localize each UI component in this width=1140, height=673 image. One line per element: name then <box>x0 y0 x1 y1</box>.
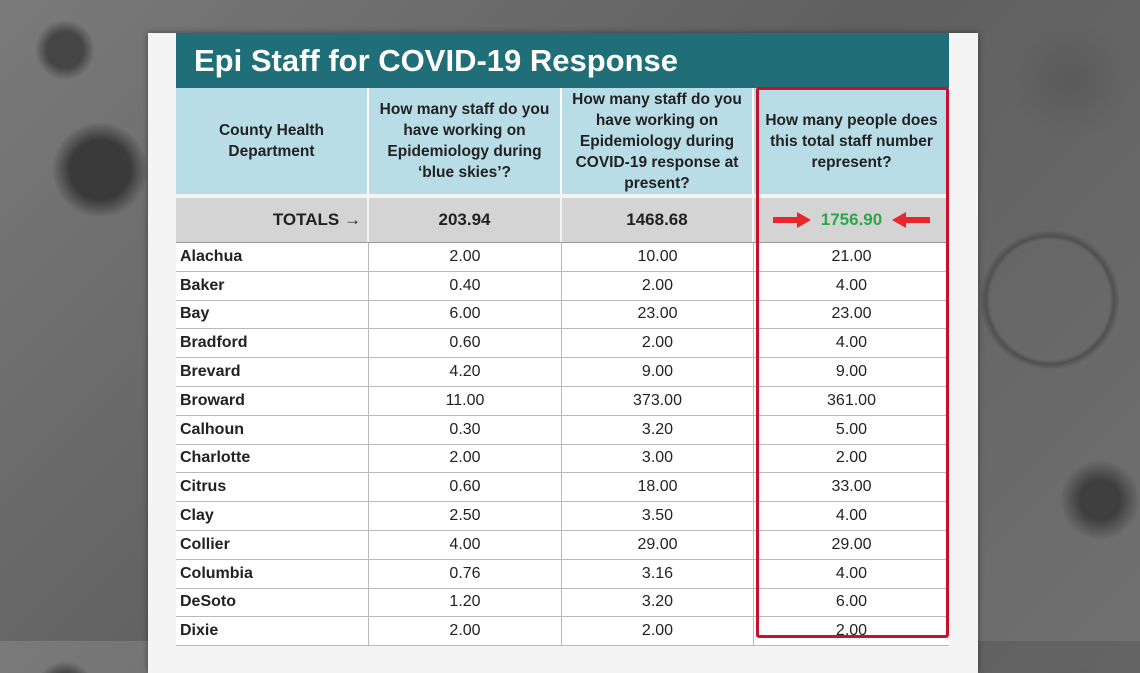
county-name: DeSoto <box>176 588 369 617</box>
blue-skies-value: 4.20 <box>369 358 562 386</box>
table-row: Broward 11.00 373.00 361.00 <box>176 386 949 416</box>
blue-skies-value: 2.50 <box>369 502 562 530</box>
people-value: 4.00 <box>835 334 868 352</box>
blue-skies-value: 2.00 <box>369 444 562 473</box>
people-value: 361.00 <box>827 391 876 409</box>
totals-people-cell: 1756.90 <box>754 198 949 242</box>
spreadsheet-sheet: Epi Staff for COVID-19 Response County H… <box>148 33 978 673</box>
blue-skies-value: 2.00 <box>369 243 562 271</box>
covid-value: 18.00 <box>562 473 754 502</box>
county-name: Columbia <box>176 559 369 588</box>
blue-skies-value: 0.76 <box>369 559 562 588</box>
table-row: Calhoun 0.30 3.20 5.00 <box>176 415 949 445</box>
covid-value: 29.00 <box>562 530 754 559</box>
header-people: How many people does this total staff nu… <box>765 111 938 171</box>
county-name: Brevard <box>176 358 369 386</box>
table-row: Citrus 0.60 18.00 33.00 <box>176 473 949 503</box>
table-row: Columbia 0.76 3.16 4.00 <box>176 559 949 589</box>
people-value: 4.00 <box>835 276 868 294</box>
table-header: County Health Department How many staff … <box>176 88 949 194</box>
header-county: County Health Department <box>176 88 369 194</box>
people-value: 4.00 <box>835 564 868 582</box>
table-row: Bay 6.00 23.00 23.00 <box>176 300 949 330</box>
blue-skies-value: 0.30 <box>369 415 562 444</box>
county-name: Calhoun <box>176 415 369 444</box>
people-value: 9.00 <box>835 363 868 381</box>
county-name: Citrus <box>176 473 369 502</box>
people-value: 4.00 <box>835 507 868 525</box>
totals-label: TOTALS → <box>176 198 369 242</box>
header-blue-skies: How many staff do you have working on Ep… <box>369 88 562 194</box>
totals-row: TOTALS → 203.94 1468.68 1756.90 <box>176 198 949 243</box>
county-name: Dixie <box>176 617 369 646</box>
table-row: Baker 0.40 2.00 4.00 <box>176 271 949 301</box>
table-row: Collier 4.00 29.00 29.00 <box>176 530 949 560</box>
left-arrow-icon <box>892 212 931 228</box>
people-value: 6.00 <box>835 593 868 611</box>
blue-skies-value: 11.00 <box>369 386 562 415</box>
county-name: Baker <box>176 271 369 300</box>
covid-value: 373.00 <box>562 386 754 415</box>
county-name: Bradford <box>176 329 369 358</box>
county-name: Clay <box>176 502 369 530</box>
blue-skies-value: 0.40 <box>369 271 562 300</box>
table-row: Brevard 4.20 9.00 9.00 <box>176 358 949 387</box>
totals-covid: 1468.68 <box>562 198 754 242</box>
totals-people: 1756.90 <box>820 210 883 229</box>
blue-skies-value: 1.20 <box>369 588 562 617</box>
right-arrow-icon <box>772 212 811 228</box>
header-covid: How many staff do you have working on Ep… <box>562 88 754 194</box>
table-row: Bradford 0.60 2.00 4.00 <box>176 329 949 359</box>
blue-skies-value: 4.00 <box>369 530 562 559</box>
people-value: 29.00 <box>831 535 872 553</box>
blue-skies-value: 2.00 <box>369 617 562 646</box>
covid-value: 2.00 <box>562 617 754 646</box>
people-value: 2.00 <box>835 449 868 467</box>
covid-value: 10.00 <box>562 243 754 271</box>
people-value: 23.00 <box>831 305 872 323</box>
county-name: Bay <box>176 300 369 329</box>
table-title: Epi Staff for COVID-19 Response <box>176 33 949 88</box>
totals-blue-skies: 203.94 <box>369 198 562 242</box>
covid-value: 3.00 <box>562 444 754 473</box>
county-rows: Alachua 2.00 10.00 21.00 Baker 0.40 2.00 4.00 Ba… <box>176 243 949 647</box>
covid-value: 2.00 <box>562 329 754 358</box>
covid-value: 3.20 <box>562 415 754 444</box>
table-row: Clay 2.50 3.50 4.00 <box>176 502 949 531</box>
table-row: Dixie 2.00 2.00 2.00 <box>176 617 949 647</box>
covid-value: 3.20 <box>562 588 754 617</box>
covid-value: 23.00 <box>562 300 754 329</box>
table-row: Alachua 2.00 10.00 21.00 <box>176 243 949 272</box>
table-row: Charlotte 2.00 3.00 2.00 <box>176 444 949 474</box>
covid-value: 2.00 <box>562 271 754 300</box>
covid-value: 3.16 <box>562 559 754 588</box>
people-value: 33.00 <box>831 478 872 496</box>
county-name: Alachua <box>176 243 369 271</box>
table-row: DeSoto 1.20 3.20 6.00 <box>176 588 949 618</box>
people-value: 21.00 <box>831 247 872 265</box>
blue-skies-value: 0.60 <box>369 473 562 502</box>
county-name: Charlotte <box>176 444 369 473</box>
blue-skies-value: 6.00 <box>369 300 562 329</box>
covid-value: 9.00 <box>562 358 754 386</box>
people-value: 5.00 <box>835 420 868 438</box>
covid-value: 3.50 <box>562 502 754 530</box>
county-name: Broward <box>176 386 369 415</box>
county-name: Collier <box>176 530 369 559</box>
blue-skies-value: 0.60 <box>369 329 562 358</box>
